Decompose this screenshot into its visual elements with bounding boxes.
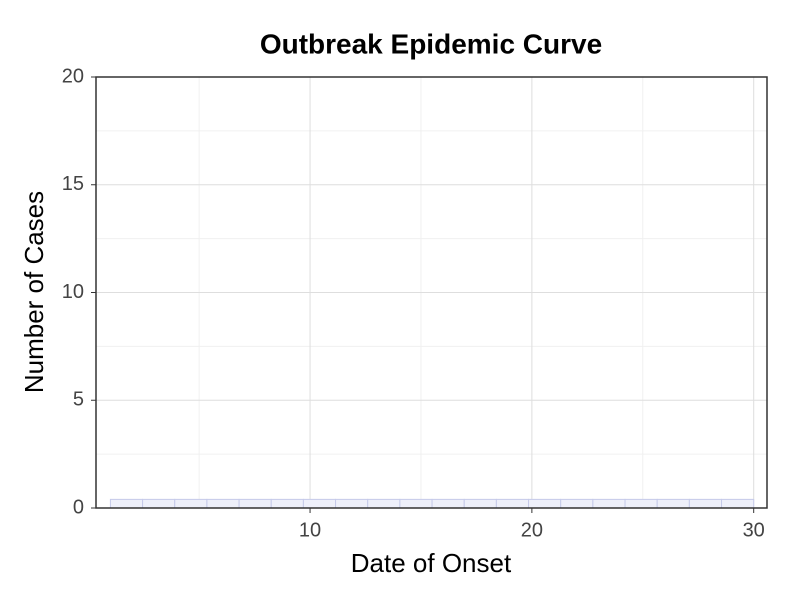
x-axis-label: Date of Onset [351, 548, 512, 578]
bar [656, 498, 690, 509]
bar [302, 498, 337, 509]
y-tick-label: 10 [62, 281, 84, 303]
bar [721, 498, 755, 509]
bar [270, 498, 304, 509]
x-tick-label: 30 [743, 519, 765, 541]
bar [431, 498, 465, 509]
bar [142, 498, 176, 509]
bar [688, 498, 723, 509]
plot-border [95, 76, 768, 509]
y-tick-label: 0 [73, 496, 84, 518]
bar [463, 498, 497, 509]
bar [206, 498, 240, 509]
bar [624, 498, 658, 509]
bar [109, 498, 144, 509]
y-tick-label: 5 [73, 389, 84, 411]
y-tick-label: 15 [62, 173, 84, 195]
bar [399, 498, 433, 509]
chart-title: Outbreak Epidemic Curve [260, 28, 602, 59]
bar [592, 498, 626, 509]
y-axis-label: Number of Cases [19, 191, 49, 393]
bar [335, 498, 369, 509]
bar [367, 498, 401, 509]
x-tick-label: 10 [299, 519, 321, 541]
bar [528, 498, 562, 509]
bar [560, 498, 594, 509]
y-tick-label: 20 [62, 65, 84, 87]
bar [238, 498, 272, 509]
x-tick-label: 20 [521, 519, 543, 541]
bar [174, 498, 208, 509]
bar [495, 498, 530, 509]
